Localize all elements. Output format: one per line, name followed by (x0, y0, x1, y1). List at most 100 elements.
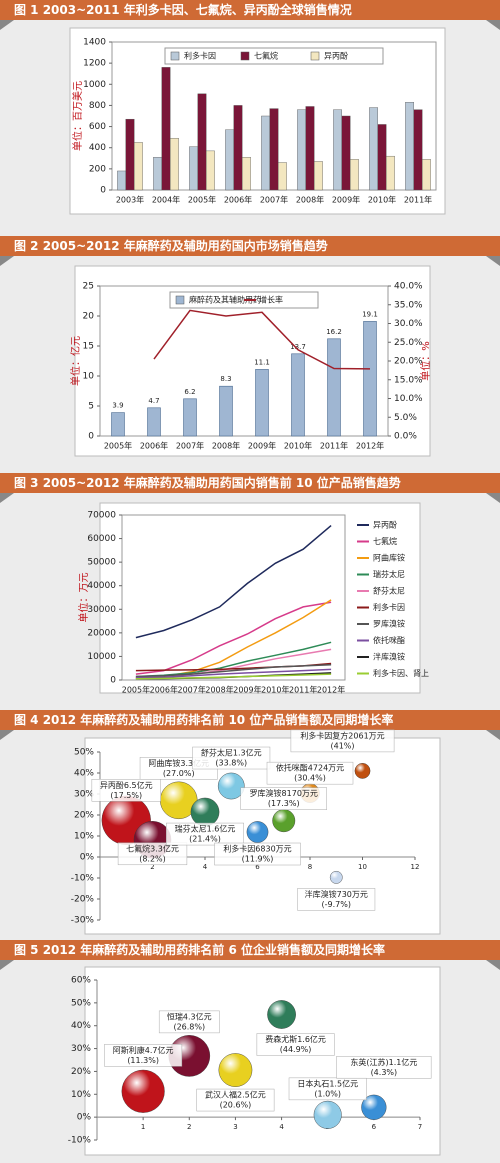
bubble-label: 阿曲库铵3.3亿元 (148, 758, 209, 768)
bar (363, 321, 377, 437)
x-tick-label: 2 (150, 863, 154, 871)
bar (147, 407, 161, 437)
bar (291, 353, 305, 437)
y-tick-label: 600 (89, 122, 106, 132)
x-tick-label: 7 (418, 1123, 422, 1131)
y-tick-label: 60% (71, 976, 91, 986)
bubble (361, 1094, 387, 1120)
y-tick-label: 40.0% (394, 282, 423, 292)
y-tick-label: 20.0% (394, 357, 423, 367)
bubble-value-label: (26.8%) (173, 1022, 205, 1031)
label-box (158, 1010, 220, 1034)
y-tick-label: 30% (74, 790, 94, 800)
bar (161, 67, 171, 191)
bar (233, 105, 243, 191)
legend-box (164, 47, 384, 65)
label-box (290, 729, 395, 753)
bar (405, 102, 414, 191)
y-tick-label: 10.0% (394, 394, 423, 404)
y-tick-label: 0 (110, 676, 116, 686)
x-tick-label: 2006年 (224, 195, 252, 205)
data-label: 16.2 (326, 328, 342, 336)
x-tick-label: 2009年 (233, 685, 261, 695)
bar (278, 162, 287, 191)
bubble-value-label: (21.4%) (189, 835, 221, 844)
bubble-value-label: (1.0%) (314, 1089, 341, 1098)
y-tick-label: -10% (68, 1136, 92, 1146)
header-title: 图 1 2003~2011 年利多卡因、七氟烷、异丙酚全球销售情况 (14, 2, 352, 17)
legend-label: 依托咪酯 (373, 635, 405, 645)
data-label: 3.9 (112, 402, 123, 410)
y-tick-label: 60000 (87, 534, 116, 544)
data-label: 4.7 (148, 397, 159, 405)
label-box (104, 1044, 183, 1067)
legend-label: 异丙酚 (324, 52, 348, 61)
data-label: 19.1 (362, 310, 378, 318)
legend-swatch (310, 51, 320, 61)
legend-label: 罗库溴铵 (373, 619, 405, 629)
bar (350, 159, 359, 191)
bar (111, 412, 125, 437)
bubble (190, 797, 220, 827)
bubble (313, 1100, 342, 1129)
legend-label: 异丙酚 (373, 521, 397, 530)
header-tab (486, 730, 500, 740)
bar (413, 109, 423, 191)
header-title: 图 3 2005~2012 年麻醉药及辅助用药国内销售前 10 位产品销售趋势 (14, 475, 401, 490)
y-axis-label: 单位：亿元 (69, 336, 82, 386)
y-tick-label: 0 (88, 432, 94, 442)
legend-label: 七氟烷 (254, 51, 278, 61)
bubble (354, 763, 371, 779)
x-tick-label: 4 (203, 863, 208, 871)
legend-label: 泮库溴铵 (373, 652, 405, 662)
y-tick-label: 0% (80, 853, 95, 863)
bubble-label: 武汉人福2.5亿元 (205, 1090, 266, 1100)
x-tick-label: 2009年 (248, 441, 276, 451)
header-tab (0, 20, 14, 30)
x-tick-label: 12 (411, 863, 420, 871)
x-tick-label: 2010年 (284, 441, 312, 451)
bar (422, 159, 431, 191)
y-tick-label: 30.0% (394, 319, 423, 329)
header-tab (486, 493, 500, 503)
y-tick-label: 35.0% (394, 300, 423, 310)
bar (197, 93, 207, 191)
bubble-value-label: (44.9%) (280, 1045, 312, 1054)
bubble (121, 1069, 165, 1113)
bubble (217, 772, 245, 800)
legend-label: 瑞芬太尼 (373, 569, 405, 579)
bar (386, 155, 395, 191)
header-tab (486, 20, 500, 30)
y-tick-label: 0 (100, 186, 106, 196)
y-tick-label: 1400 (83, 38, 106, 48)
x-tick-label: 3 (233, 1123, 237, 1131)
legend-label: 七氟烷 (373, 536, 397, 546)
header-tab (486, 256, 500, 266)
header-tab (0, 730, 14, 740)
x-tick-label: 1 (141, 1123, 145, 1131)
header-title: 图 5 2012 年麻醉药及辅助用药排名前 6 位企业销售额及同期增长率 (14, 942, 385, 957)
bubble (329, 871, 343, 884)
x-tick-label: 2008年 (296, 195, 324, 205)
bubble-label: 罗库溴铵8170万元 (250, 788, 318, 798)
legend-label: 利多卡因 (184, 51, 216, 61)
bar (133, 142, 143, 191)
data-label: 8.3 (220, 375, 231, 383)
legend-label: 阿曲库铵 (373, 553, 405, 563)
y-tick-label: 40% (71, 1021, 91, 1031)
bubble-label: 泮库溴铵730万元 (305, 889, 368, 899)
bar (183, 398, 197, 437)
x-tick-label: 2011年 (320, 441, 348, 451)
label-box (297, 888, 376, 911)
header-bar (0, 710, 500, 730)
x-tick-label: 2005年 (104, 441, 132, 451)
label-box (288, 1077, 367, 1101)
header-bar (0, 940, 500, 960)
bubble-label: 阿斯利康4.7亿元 (113, 1045, 174, 1055)
y-tick-label: 15 (83, 342, 94, 352)
y-tick-label: 70000 (87, 511, 116, 521)
bar (269, 108, 279, 191)
bubble-value-label: (30.4%) (294, 774, 326, 783)
